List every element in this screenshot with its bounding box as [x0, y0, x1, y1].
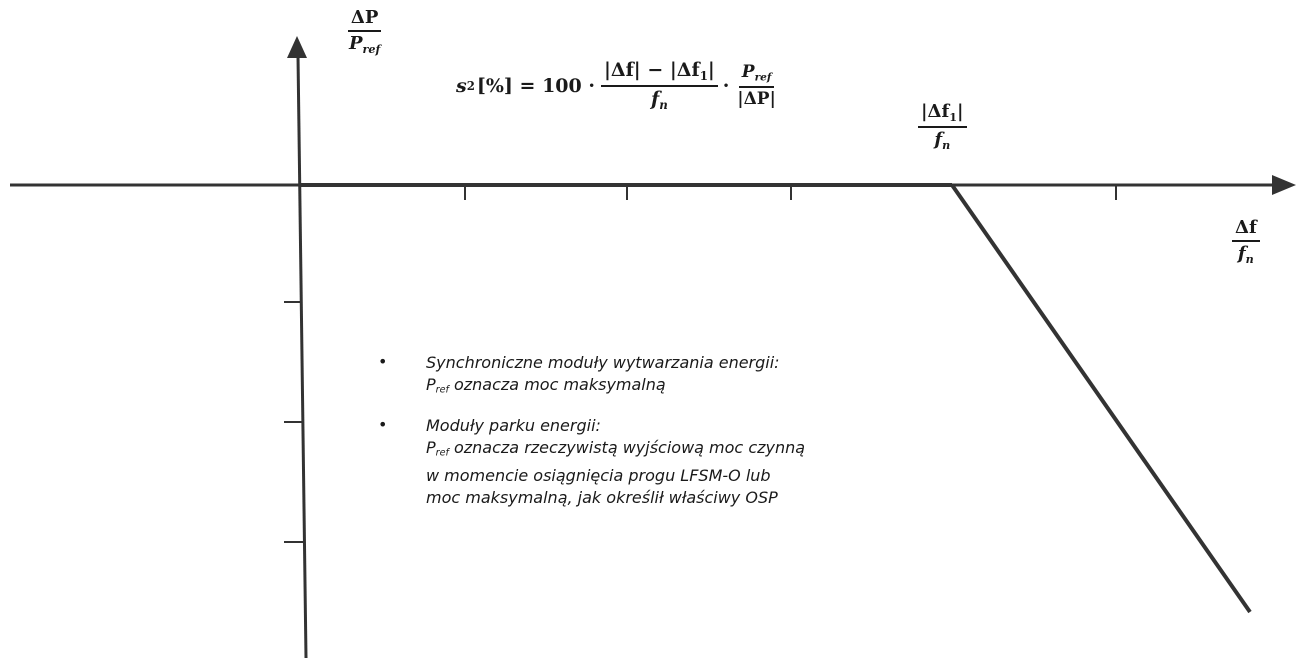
formula-frac2-num: Pref — [738, 62, 775, 89]
x-axis-label-denominator: fn — [1235, 242, 1257, 266]
threshold-num-sub: 1 — [949, 110, 958, 124]
formula-frac1-den: fn — [648, 87, 671, 112]
note-pref-line: Pref oznacza rzeczywistą wyjściową moc c… — [426, 437, 938, 464]
formula-frac2-num-p: P — [741, 62, 755, 83]
notes-list: • Synchroniczne moduły wytwarzania energ… — [378, 352, 938, 509]
pref-p: P — [426, 375, 436, 394]
y-axis-label-p: P — [349, 32, 363, 54]
formula-fraction-1: |Δf| − |Δf1| fn — [600, 59, 718, 112]
threshold-den-f: f — [934, 129, 943, 151]
pref-sub: ref — [435, 384, 449, 396]
y-axis-label: ΔP Pref — [346, 8, 383, 56]
formula-frac1-den-f: f — [651, 88, 660, 111]
note-title: Synchroniczne moduły wytwarzania energii… — [426, 353, 780, 372]
y-axis-label-sub: ref — [362, 42, 381, 56]
formula-lhs-var: s — [456, 75, 467, 98]
note-line: w momencie osiągnięcia progu LFSM-O lub — [426, 465, 771, 485]
pref-rest: oznacza moc maksymalną — [448, 375, 666, 394]
note-title: Moduły parku energii: — [426, 416, 601, 436]
threshold-label: |Δf1| fn — [918, 102, 967, 152]
x-axis-label-numerator: Δf — [1232, 218, 1260, 242]
formula-lhs-rest: [%] = 100 · — [476, 75, 595, 98]
pref-rest: oznacza rzeczywistą wyjściową moc czynną — [448, 438, 806, 458]
formula-frac2-den: |ΔP| — [737, 89, 776, 110]
droop-formula: s 2 [%] = 100 · |Δf| − |Δf1| fn · Pref |ΔP… — [456, 60, 779, 112]
y-axis-arrowhead — [287, 36, 307, 58]
formula-fraction-2: Pref |ΔP| — [734, 63, 778, 109]
formula-frac1-num-main: |Δf| − |Δf — [603, 59, 700, 81]
x-axis-arrowhead — [1272, 175, 1296, 195]
formula-dot: · — [722, 75, 730, 98]
note-item-park: • Moduły parku energii: Pref oznacza rze… — [378, 415, 938, 508]
y-axis-label-denominator: Pref — [346, 32, 383, 56]
formula-frac1-num: |Δf| − |Δf1| — [600, 59, 718, 88]
y-axis-label-numerator: ΔP — [347, 8, 382, 32]
x-axis-label-f: f — [1237, 242, 1246, 264]
pref-sub: ref — [435, 447, 449, 459]
threshold-label-denominator: fn — [931, 128, 953, 152]
threshold-num-main: |Δf — [921, 101, 950, 122]
notes-block: • Synchroniczne moduły wytwarzania energ… — [378, 352, 938, 523]
formula-frac1-num-end: | — [707, 59, 715, 81]
formula-lhs-sub: 2 — [466, 79, 475, 94]
threshold-den-sub: n — [942, 139, 951, 153]
note-line: moc maksymalną, jak określił właściwy OS… — [426, 487, 778, 507]
x-axis-label: Δf fn — [1232, 218, 1260, 266]
y-axis-line — [296, 55, 308, 659]
characteristic-droop-line — [950, 183, 1252, 614]
threshold-label-numerator: |Δf1| — [918, 101, 967, 129]
formula-frac2-num-sub: ref — [754, 71, 772, 84]
formula-frac1-num-sub: 1 — [699, 69, 708, 84]
threshold-num-end: | — [957, 101, 964, 122]
note-item-synchronous: • Synchroniczne moduły wytwarzania energ… — [378, 352, 938, 401]
note-pref-line: Pref oznacza moc maksymalną — [426, 374, 938, 401]
bullet-icon: • — [378, 415, 388, 435]
pref-p: P — [426, 438, 436, 458]
formula-frac1-den-sub: n — [659, 98, 668, 113]
bullet-icon: • — [378, 352, 388, 371]
x-axis-label-sub: n — [1245, 252, 1254, 266]
